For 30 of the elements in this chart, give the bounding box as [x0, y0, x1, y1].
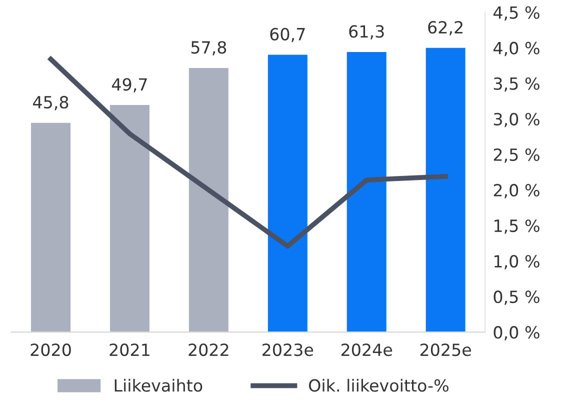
x-tick-label: 2023e [262, 344, 314, 356]
legend-label: Oik. liikevoitto-% [309, 378, 448, 392]
y2-tick-label: 4,5 % [493, 6, 540, 21]
x-tick-label: 2024e [341, 344, 392, 356]
y2-tick-label: 2,0 % [494, 184, 540, 198]
bar [110, 105, 150, 332]
y2-tick-label: 4,0 % [493, 42, 540, 56]
x-tick-label: 2022 [188, 344, 228, 356]
y2-tick-label: 1,0 % [494, 254, 540, 270]
bar [31, 122, 70, 332]
bar [188, 68, 228, 332]
y2-tick-label: 0,0 % [494, 326, 540, 340]
data-label: 61,3 [349, 25, 384, 40]
y2-tick-label: 2,5 % [494, 148, 540, 163]
bar [268, 54, 308, 332]
data-label: 45,8 [33, 96, 68, 110]
y2-tick-label: 0,5 % [494, 290, 540, 305]
x-tick-label: 2025e [420, 344, 472, 356]
x-tick-label: 2021 [110, 344, 150, 356]
legend-label: Liikevaihto [114, 378, 202, 392]
bar [346, 52, 386, 332]
data-label: 62,2 [428, 20, 462, 36]
y2-tick-label: 1,5 % [494, 219, 540, 234]
data-label: 49,7 [112, 78, 147, 92]
bar [426, 48, 466, 332]
x-tick-label: 2020 [30, 344, 71, 356]
y2-tick-label: 3,0 % [494, 112, 540, 128]
data-label: 60,7 [270, 28, 305, 42]
data-label: 57,8 [191, 41, 226, 56]
y2-tick-label: 3,5 % [494, 77, 540, 92]
